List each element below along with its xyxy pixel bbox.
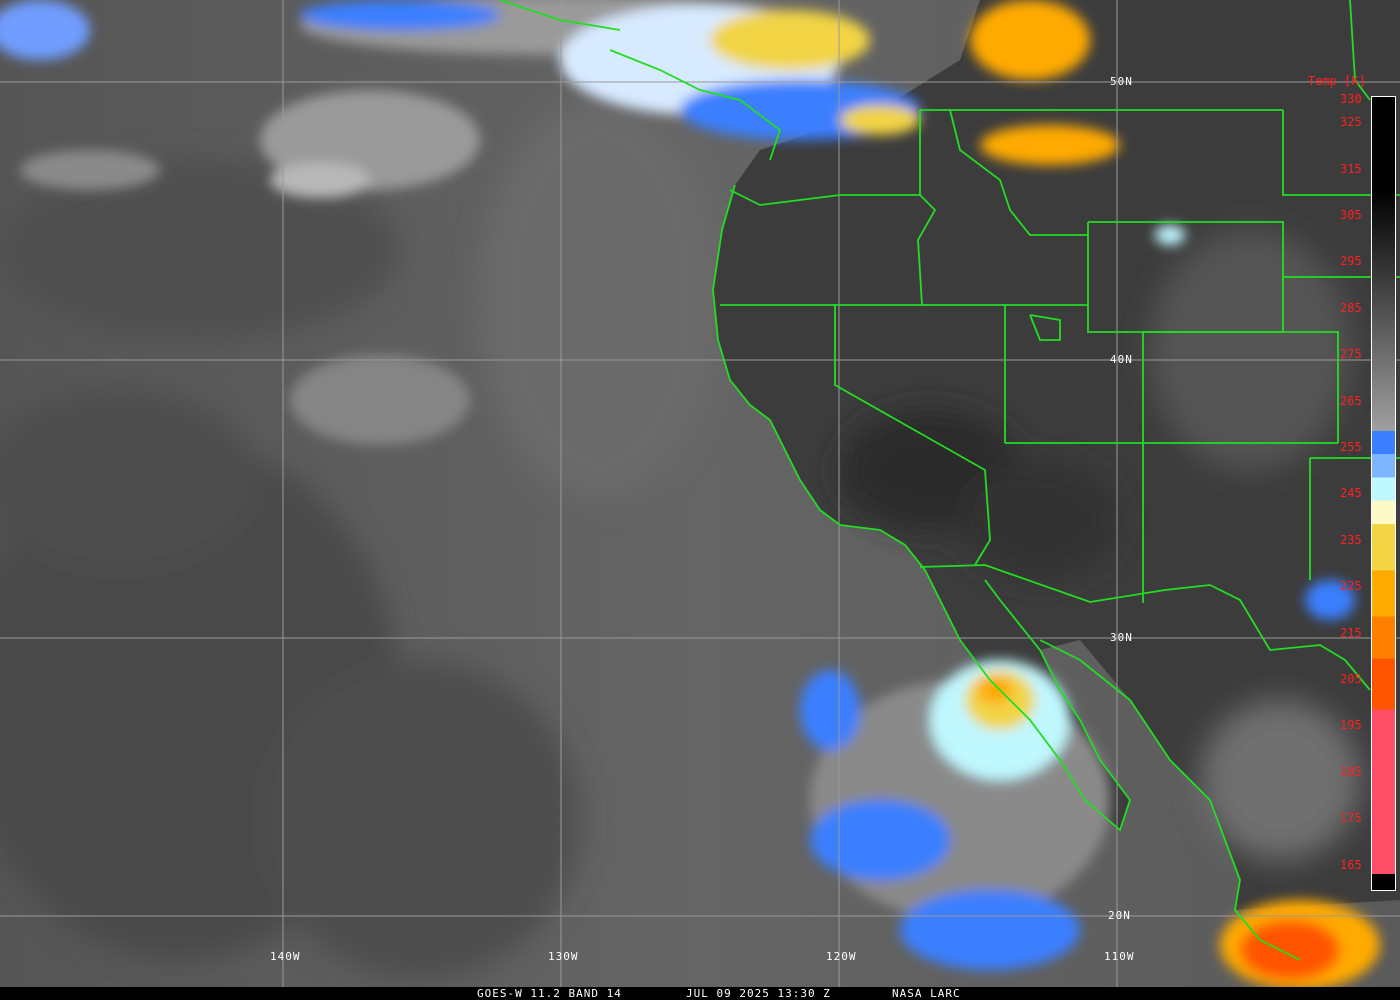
image-caption: GOES-W 11.2 BAND 14 JUL 09 2025 13:30 Z …: [0, 987, 1400, 1000]
colorbar-tick-label: 245: [1340, 486, 1362, 501]
lat-label-50n: 50N: [1110, 75, 1133, 88]
temperature-colorbar: [1371, 96, 1396, 891]
colorbar-tick-label: 175: [1340, 811, 1362, 826]
colorbar-tick-label: 315: [1340, 161, 1362, 176]
cloud-tops: [0, 0, 1380, 987]
caption-datetime: JUL 09 2025 13:30 Z: [686, 987, 831, 1000]
stratocumulus-field: [0, 100, 720, 980]
colorbar-tick-label: 275: [1340, 347, 1362, 362]
colorbar-tick-label: 215: [1340, 625, 1362, 640]
colorbar-tick-label: 205: [1340, 672, 1362, 686]
colorbar-tick-label: 330: [1340, 92, 1362, 106]
land-mass: [713, 0, 1400, 910]
lon-label-120w: 120W: [826, 950, 857, 963]
colorbar-title: Temp [K]: [1308, 74, 1366, 88]
colorbar-tick-label: 305: [1340, 208, 1362, 222]
colorbar-tick-label: 235: [1340, 532, 1362, 547]
lon-label-140w: 140W: [270, 950, 301, 963]
colorbar-tick-label: 295: [1340, 254, 1362, 269]
colorbar-tick-label: 255: [1340, 440, 1362, 454]
lat-label-30n: 30N: [1110, 631, 1133, 644]
colorbar-tick-label: 195: [1340, 718, 1362, 733]
colorbar-tick-label: 165: [1340, 857, 1362, 872]
colorbar-tick-label: 285: [1340, 300, 1362, 315]
mexico-mainland-coast: [1039, 639, 1301, 961]
lon-label-110w: 110W: [1104, 950, 1135, 963]
colorbar-tick-label: 185: [1340, 764, 1362, 779]
coastline: [712, 184, 1132, 832]
land-shading: [840, 230, 1360, 860]
colorbar-tick-label: 325: [1340, 115, 1362, 130]
colorbar-tick-label: 265: [1340, 393, 1362, 408]
lon-label-130w: 130W: [548, 950, 579, 963]
caption-source: NASA LARC: [892, 987, 961, 1000]
colorbar-tick-label: 225: [1340, 579, 1362, 594]
caption-satellite-band: GOES-W 11.2 BAND 14: [477, 987, 622, 1000]
lat-label-20n: 20N: [1108, 909, 1131, 922]
lat-label-40n: 40N: [1110, 353, 1133, 366]
